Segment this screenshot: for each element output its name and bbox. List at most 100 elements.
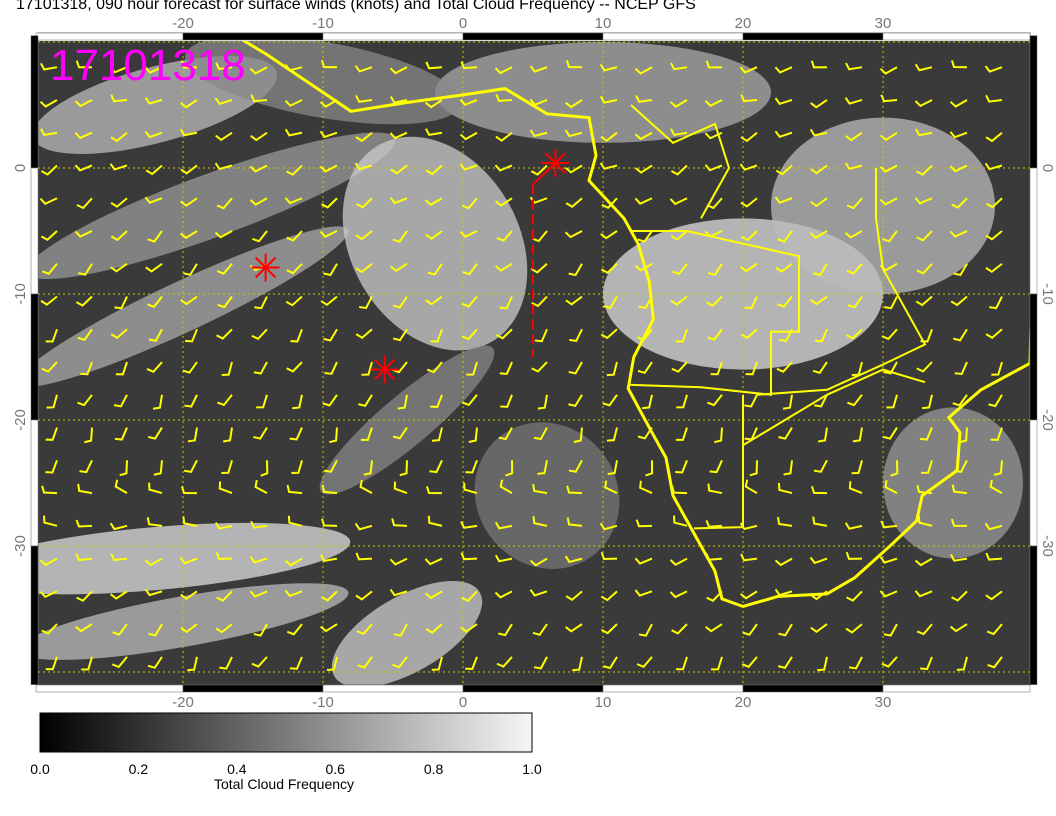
wind-barb bbox=[568, 459, 583, 473]
wind-barb bbox=[879, 262, 898, 272]
wind-barb bbox=[460, 623, 478, 633]
wind-barb bbox=[323, 459, 338, 473]
wind-barb bbox=[537, 460, 548, 475]
wind-barb bbox=[390, 262, 408, 273]
wind-barb bbox=[809, 128, 828, 137]
wind-barb bbox=[461, 197, 478, 210]
wind-barb bbox=[600, 623, 618, 635]
wind-barb bbox=[251, 656, 268, 668]
wind-barb bbox=[669, 590, 688, 599]
wind-barb bbox=[389, 95, 408, 104]
asterisk-stroke bbox=[254, 256, 277, 279]
wind-barb bbox=[179, 230, 198, 240]
wind-barb bbox=[494, 590, 513, 599]
wind-barb bbox=[845, 623, 863, 634]
wind-barb bbox=[215, 62, 233, 71]
wind-barb bbox=[810, 485, 828, 495]
wind-barb bbox=[953, 263, 968, 277]
wind-barb bbox=[323, 263, 338, 277]
colorbar-label: Total Cloud Frequency bbox=[214, 776, 354, 792]
wind-barb bbox=[845, 131, 863, 142]
wind-barb bbox=[565, 197, 583, 208]
wind-barb bbox=[991, 361, 1003, 376]
bottom-lon-label: 10 bbox=[595, 694, 612, 711]
wind-barb bbox=[638, 296, 653, 309]
wind-barb bbox=[289, 427, 303, 441]
wind-barb bbox=[707, 328, 723, 341]
wind-barb bbox=[459, 131, 478, 141]
wind-barb bbox=[461, 394, 478, 407]
wind-barb bbox=[41, 485, 58, 495]
wind-barb bbox=[916, 485, 933, 495]
wind-barb bbox=[529, 557, 548, 567]
wind-barb bbox=[634, 131, 653, 141]
wind-barb bbox=[180, 590, 198, 601]
wind-barb bbox=[529, 589, 548, 597]
top-scale-segment bbox=[462, 32, 604, 41]
wind-barb bbox=[286, 263, 303, 275]
wind-barb bbox=[920, 656, 933, 670]
wind-barb bbox=[112, 623, 128, 636]
wind-barb bbox=[914, 557, 933, 567]
wind-barb bbox=[537, 394, 548, 410]
wind-barb bbox=[675, 328, 688, 343]
wind-barb bbox=[110, 197, 128, 208]
wind-barb bbox=[152, 394, 163, 410]
wind-barb bbox=[602, 394, 618, 407]
wind-barb bbox=[80, 361, 93, 376]
bottom-lon-label: -20 bbox=[172, 694, 194, 711]
wind-barb bbox=[214, 162, 233, 171]
top-scale-segment bbox=[882, 32, 1031, 41]
wind-barb bbox=[180, 60, 198, 69]
wind-barb bbox=[355, 552, 373, 561]
wind-barb bbox=[951, 197, 968, 209]
wind-barb bbox=[254, 296, 268, 310]
wind-barb bbox=[568, 394, 583, 408]
wind-barb bbox=[956, 656, 968, 671]
wind-barb bbox=[635, 164, 653, 174]
wind-barb bbox=[883, 427, 898, 440]
wind-barb bbox=[949, 99, 968, 108]
wind-barb bbox=[568, 263, 583, 277]
wind-barb bbox=[425, 128, 443, 137]
wind-barb bbox=[251, 328, 268, 341]
bottom-scale-segment bbox=[882, 684, 1031, 693]
wind-barb bbox=[883, 361, 898, 375]
wind-barb bbox=[671, 361, 688, 373]
wind-barb bbox=[43, 515, 58, 527]
wind-barb bbox=[284, 589, 303, 598]
top-lon-label: 30 bbox=[875, 15, 892, 32]
wind-barb bbox=[355, 131, 373, 143]
wind-barb bbox=[776, 516, 793, 527]
wind-barb bbox=[599, 95, 618, 104]
wind-barb bbox=[321, 518, 338, 527]
wind-barb bbox=[813, 263, 828, 277]
top-scale-segment bbox=[182, 32, 324, 41]
wind-barb bbox=[222, 427, 233, 443]
right-lat-label: -10 bbox=[1039, 283, 1056, 305]
wind-barb bbox=[740, 94, 758, 103]
wind-barb bbox=[714, 427, 723, 444]
bottom-scale-segment bbox=[182, 684, 324, 693]
wind-barb bbox=[284, 99, 303, 107]
wind-barb bbox=[78, 263, 93, 276]
wind-barb bbox=[390, 164, 408, 175]
wind-barb bbox=[75, 295, 93, 307]
wind-barb bbox=[603, 296, 618, 309]
top-scale-segment bbox=[35, 32, 184, 41]
wind-barb bbox=[110, 590, 128, 600]
wind-barb bbox=[565, 295, 583, 306]
wind-barb bbox=[565, 60, 583, 69]
wind-barb bbox=[634, 66, 653, 75]
colorbar-tick-label: 0.0 bbox=[30, 761, 50, 777]
wind-barb bbox=[953, 459, 968, 473]
wind-barb bbox=[430, 394, 443, 408]
bottom-lon-label: -10 bbox=[312, 694, 334, 711]
cloud-band bbox=[38, 522, 351, 595]
wind-barb bbox=[881, 328, 898, 341]
wind-barb bbox=[916, 230, 933, 242]
wind-barb bbox=[984, 522, 1003, 531]
wind-barb bbox=[180, 623, 198, 634]
wind-barb bbox=[814, 394, 828, 408]
wind-barb bbox=[424, 590, 443, 600]
